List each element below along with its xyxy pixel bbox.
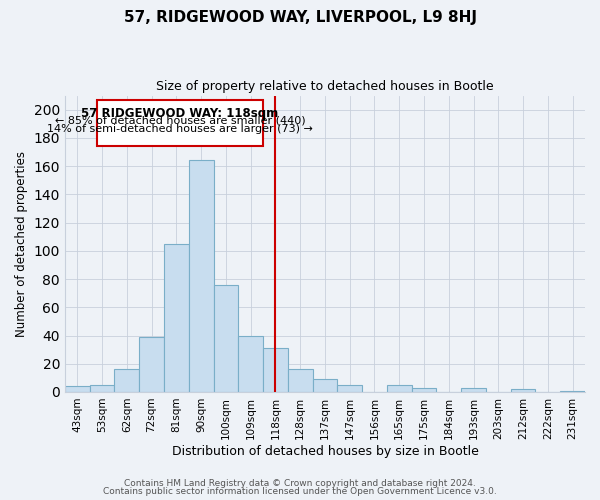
Text: Contains HM Land Registry data © Crown copyright and database right 2024.: Contains HM Land Registry data © Crown c… — [124, 478, 476, 488]
Bar — [412, 388, 436, 392]
Bar — [560, 390, 585, 392]
X-axis label: Distribution of detached houses by size in Bootle: Distribution of detached houses by size … — [172, 444, 478, 458]
Title: Size of property relative to detached houses in Bootle: Size of property relative to detached ho… — [156, 80, 494, 93]
Bar — [139, 337, 164, 392]
Text: ← 85% of detached houses are smaller (440): ← 85% of detached houses are smaller (44… — [55, 116, 305, 126]
Bar — [65, 386, 89, 392]
Bar — [214, 284, 238, 392]
Bar — [387, 385, 412, 392]
Bar — [288, 370, 313, 392]
Bar — [89, 385, 115, 392]
Bar — [313, 380, 337, 392]
Text: 14% of semi-detached houses are larger (73) →: 14% of semi-detached houses are larger (… — [47, 124, 313, 134]
Bar — [461, 388, 486, 392]
Bar — [238, 336, 263, 392]
Text: 57, RIDGEWOOD WAY, LIVERPOOL, L9 8HJ: 57, RIDGEWOOD WAY, LIVERPOOL, L9 8HJ — [124, 10, 476, 25]
Bar — [115, 370, 139, 392]
Bar — [511, 389, 535, 392]
Bar — [263, 348, 288, 392]
Text: 57 RIDGEWOOD WAY: 118sqm: 57 RIDGEWOOD WAY: 118sqm — [82, 107, 279, 120]
Bar — [337, 385, 362, 392]
Y-axis label: Number of detached properties: Number of detached properties — [15, 151, 28, 337]
Bar — [189, 160, 214, 392]
Text: Contains public sector information licensed under the Open Government Licence v3: Contains public sector information licen… — [103, 487, 497, 496]
FancyBboxPatch shape — [97, 100, 263, 146]
Bar — [164, 244, 189, 392]
